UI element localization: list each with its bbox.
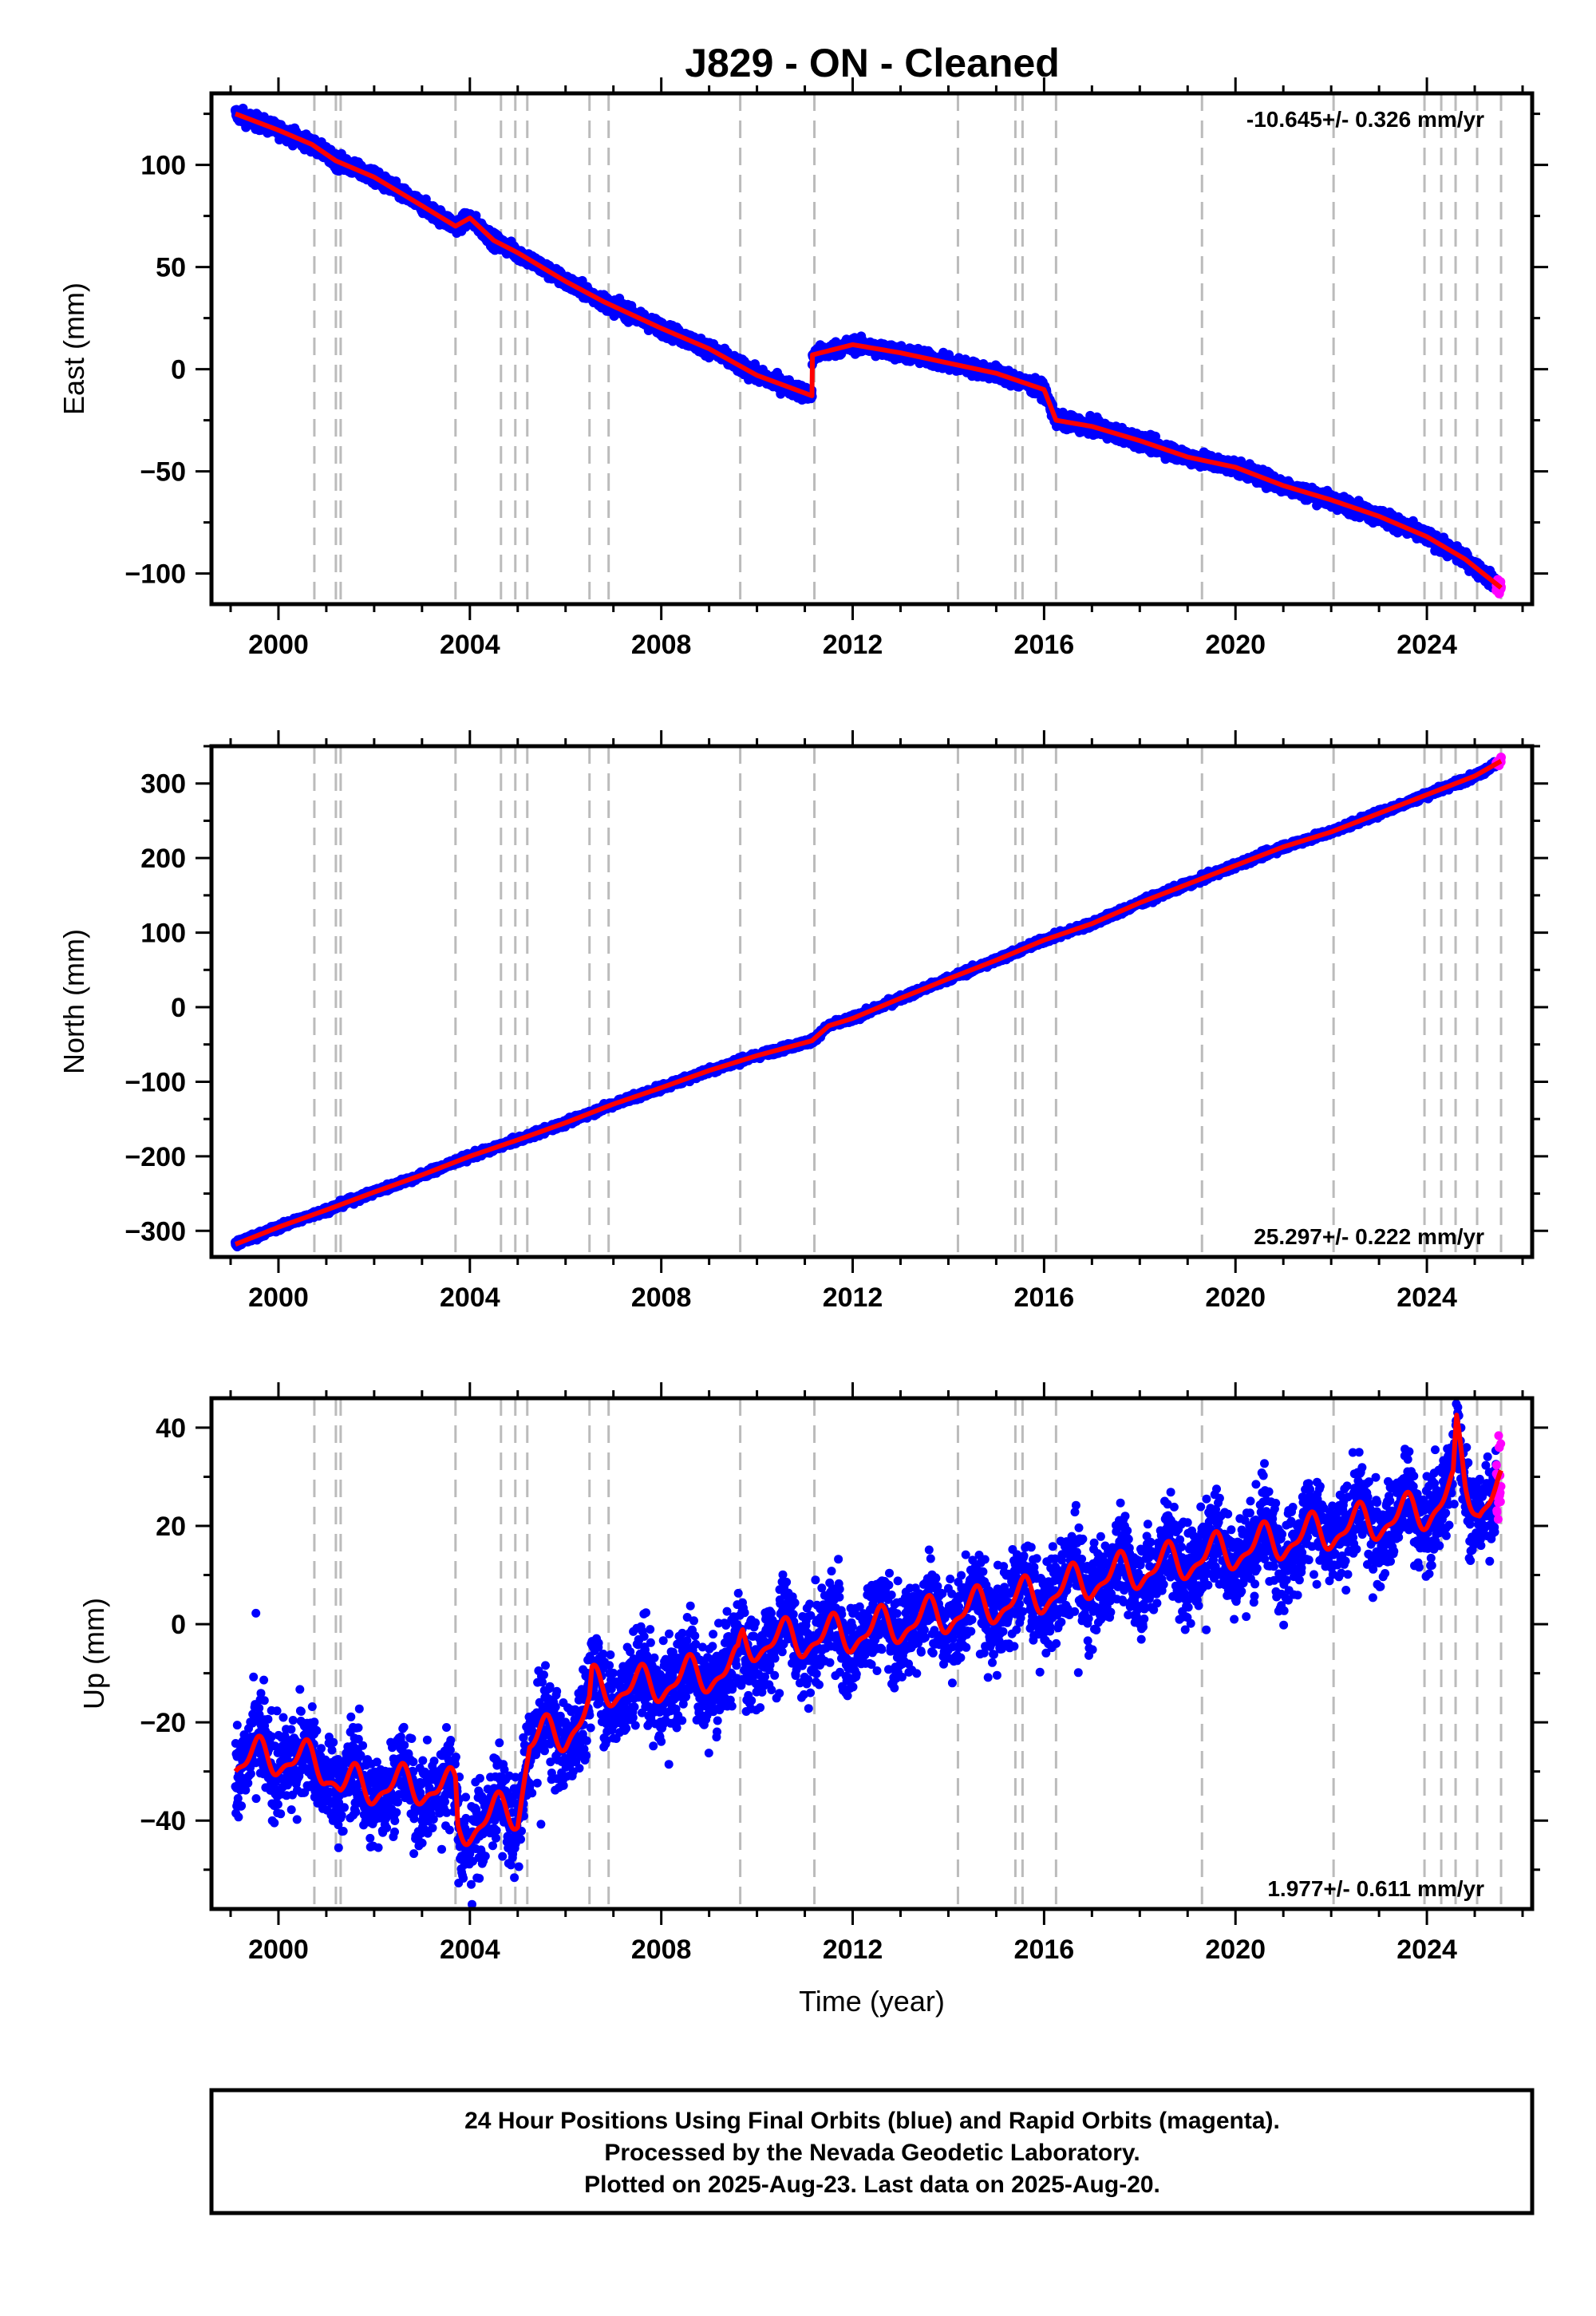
east-x-tick-label: 2024 [1396, 630, 1457, 660]
east-x-tick-label: 2012 [823, 630, 883, 660]
east-x-tick-label: 2020 [1205, 630, 1266, 660]
east-y-tick-label: 50 [156, 253, 186, 283]
east-y-tick-label: 0 [171, 355, 186, 385]
east-x-tick-label: 2000 [248, 630, 309, 660]
figure-title: J829 - ON - Cleaned [685, 41, 1060, 85]
east-y-axis-label: East (mm) [57, 283, 90, 415]
east-event-lines [313, 93, 1503, 604]
east-x-tick-label: 2016 [1014, 630, 1075, 660]
east-y-tick-label: −100 [124, 559, 186, 590]
east-rate-label: -10.645+/- 0.326 mm/yr [1246, 107, 1484, 132]
east-panel: 2000 2004 2008 2012 2016 2020 2024 −100 −50 0 50 10… [57, 77, 1548, 660]
east-x-tick-label: 2008 [631, 630, 692, 660]
east-y-tick-label: 100 [140, 151, 186, 181]
east-y-tick-label: −50 [140, 457, 186, 488]
east-x-tick-label: 2004 [440, 630, 500, 660]
